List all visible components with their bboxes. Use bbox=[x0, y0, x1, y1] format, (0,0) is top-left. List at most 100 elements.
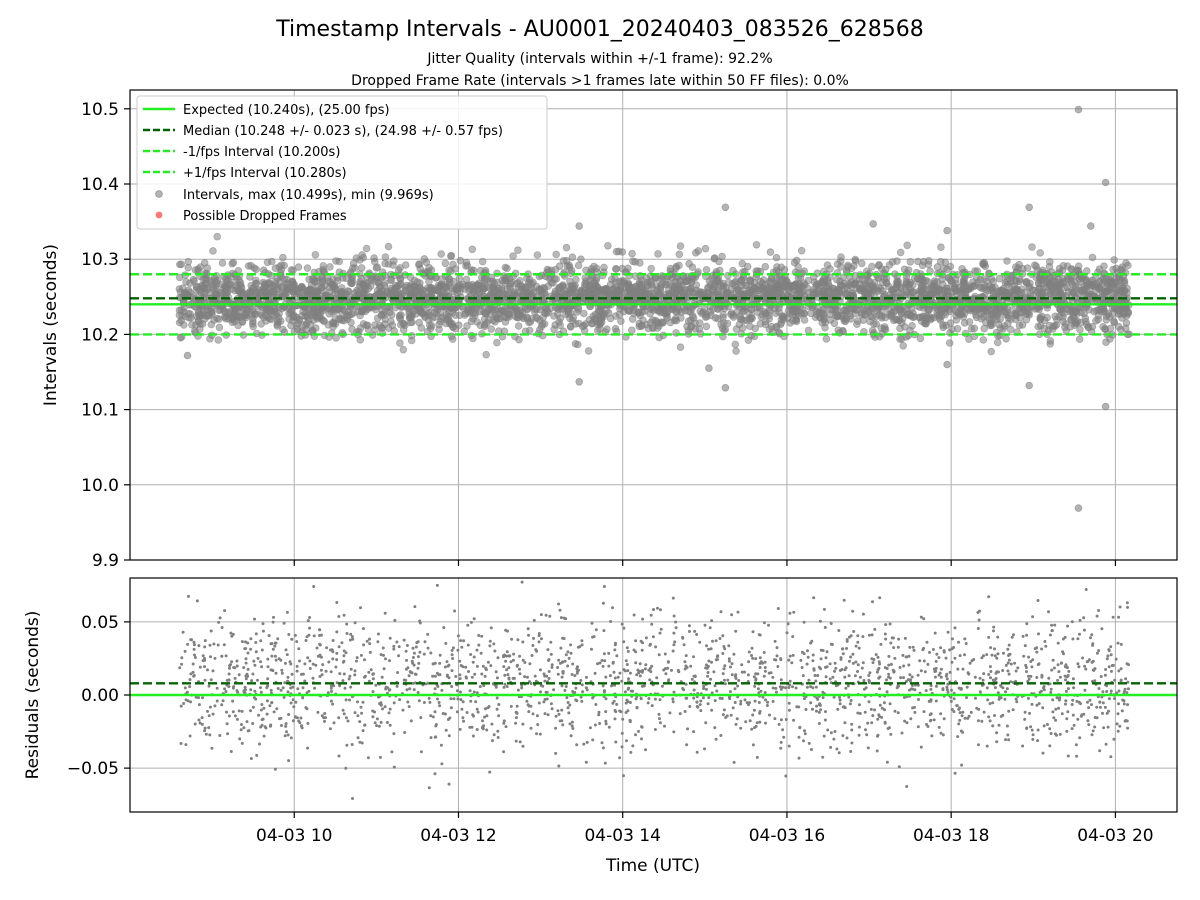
residual-point bbox=[559, 646, 563, 650]
residual-point bbox=[223, 609, 227, 613]
residual-point bbox=[695, 700, 699, 704]
interval-point bbox=[590, 262, 598, 271]
residual-point bbox=[782, 735, 786, 739]
residual-point bbox=[356, 736, 360, 740]
residual-point bbox=[510, 637, 514, 641]
residual-point bbox=[718, 637, 722, 640]
residual-point bbox=[342, 654, 346, 658]
residual-point bbox=[764, 698, 767, 702]
residual-point bbox=[1103, 705, 1107, 709]
interval-point bbox=[1025, 203, 1033, 212]
residual-point bbox=[1028, 711, 1031, 715]
residual-point bbox=[346, 719, 350, 723]
interval-point bbox=[1046, 290, 1055, 298]
residual-point bbox=[210, 746, 214, 750]
residual-point bbox=[331, 657, 335, 661]
interval-point bbox=[884, 282, 893, 291]
residual-point bbox=[784, 686, 787, 690]
residual-point bbox=[371, 715, 375, 719]
residual-point bbox=[1119, 667, 1123, 671]
residual-point bbox=[458, 673, 462, 677]
residual-point bbox=[926, 662, 930, 666]
interval-point bbox=[384, 242, 393, 251]
residual-point bbox=[496, 656, 500, 660]
interval-point bbox=[447, 251, 456, 260]
interval-point bbox=[206, 334, 214, 343]
interval-point bbox=[207, 320, 216, 329]
residual-point bbox=[656, 606, 659, 610]
interval-point bbox=[329, 282, 338, 291]
residual-point bbox=[211, 712, 215, 716]
residual-point bbox=[1090, 733, 1094, 737]
interval-point bbox=[545, 274, 553, 283]
residual-point bbox=[643, 667, 647, 671]
residual-point bbox=[440, 762, 444, 766]
interval-point bbox=[649, 306, 658, 314]
residual-point bbox=[549, 702, 553, 706]
interval-point bbox=[1071, 286, 1079, 294]
residual-point bbox=[413, 605, 417, 609]
residual-point bbox=[456, 697, 460, 701]
residual-point bbox=[321, 663, 325, 667]
residual-point bbox=[1086, 719, 1090, 723]
residual-point bbox=[225, 710, 228, 714]
residual-point bbox=[751, 630, 755, 634]
interval-point bbox=[766, 248, 775, 256]
residual-point bbox=[472, 690, 476, 694]
residual-point bbox=[629, 750, 633, 754]
residual-point bbox=[788, 654, 792, 658]
residual-point bbox=[817, 710, 821, 714]
residual-point bbox=[286, 733, 290, 737]
residual-point bbox=[503, 673, 507, 677]
residual-point bbox=[455, 710, 459, 714]
interval-point bbox=[441, 283, 450, 292]
residual-point bbox=[803, 729, 806, 733]
residual-point bbox=[625, 739, 628, 743]
residual-point bbox=[295, 664, 299, 668]
residual-point bbox=[201, 654, 205, 658]
residual-point bbox=[422, 701, 426, 704]
interval-point bbox=[851, 309, 860, 318]
interval-point bbox=[262, 304, 271, 313]
residual-point bbox=[240, 741, 244, 745]
residual-point bbox=[851, 661, 855, 665]
residual-point bbox=[946, 690, 950, 694]
interval-point bbox=[979, 259, 987, 268]
residual-point bbox=[673, 640, 677, 644]
residual-point bbox=[475, 707, 479, 711]
residual-point bbox=[931, 648, 935, 651]
residual-point bbox=[376, 640, 380, 644]
residual-point bbox=[266, 677, 270, 681]
interval-point bbox=[785, 282, 793, 291]
residual-point bbox=[1116, 641, 1120, 645]
residual-point bbox=[316, 710, 320, 714]
interval-point bbox=[362, 321, 371, 330]
residual-point bbox=[260, 648, 264, 652]
interval-point bbox=[851, 279, 859, 288]
residual-point bbox=[280, 671, 284, 675]
interval-point bbox=[352, 254, 361, 262]
residual-point bbox=[989, 676, 992, 680]
residual-point bbox=[306, 721, 310, 725]
residual-point bbox=[208, 733, 212, 737]
residual-point bbox=[554, 751, 558, 755]
residual-point bbox=[751, 656, 755, 660]
residual-point bbox=[195, 599, 199, 603]
interval-point bbox=[235, 304, 243, 312]
interval-point bbox=[916, 334, 925, 343]
legend-label-expected: Expected (10.240s), (25.00 fps) bbox=[183, 103, 390, 118]
residual-point bbox=[756, 687, 760, 691]
residual-point bbox=[713, 684, 717, 688]
residual-point bbox=[532, 618, 536, 622]
interval-point bbox=[469, 334, 477, 343]
residual-point bbox=[569, 643, 573, 647]
interval-point bbox=[714, 305, 722, 313]
residual-point bbox=[1098, 700, 1102, 704]
legend-label-minus-fps: -1/fps Interval (10.200s) bbox=[183, 145, 340, 160]
interval-point bbox=[611, 278, 620, 287]
residual-point bbox=[944, 656, 948, 660]
interval-point bbox=[580, 288, 588, 297]
residual-point bbox=[537, 640, 541, 644]
residual-point bbox=[993, 647, 996, 651]
residual-point bbox=[298, 659, 301, 663]
